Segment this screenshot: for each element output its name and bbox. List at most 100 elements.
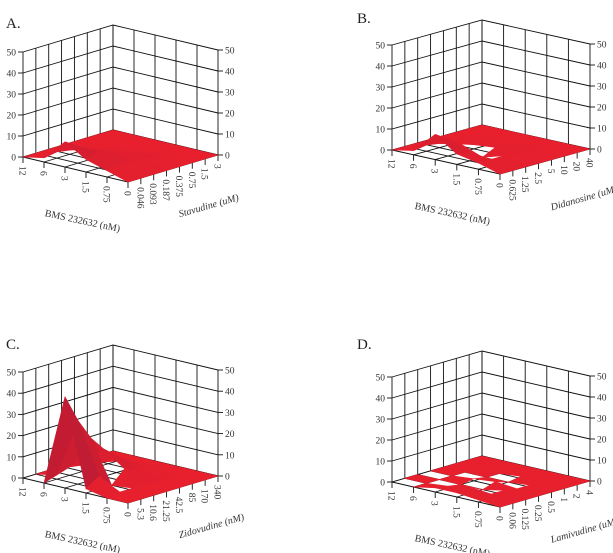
z-tick-label-right: 0 bbox=[225, 152, 230, 162]
z-tick-label-left: 20 bbox=[376, 437, 386, 447]
z-tick-label-left: 0 bbox=[380, 147, 385, 157]
y-tick-label: 0.375 bbox=[173, 176, 183, 198]
y-axis-title: Stavudine (uM) bbox=[178, 192, 241, 220]
x-tick-label: 0 bbox=[122, 512, 132, 517]
z-tick-label-right: 40 bbox=[225, 388, 235, 398]
gridline-floor bbox=[391, 481, 501, 508]
z-tick-label-left: 20 bbox=[7, 432, 17, 442]
z-tick-label-left: 40 bbox=[376, 63, 386, 73]
z-tick-label-left: 20 bbox=[7, 112, 17, 122]
x-tick-label: 0 bbox=[494, 516, 504, 521]
z-tick-label-right: 50 bbox=[225, 47, 235, 57]
surface-cell bbox=[477, 493, 514, 508]
surface-cell bbox=[477, 159, 514, 175]
z-tick-label-left: 10 bbox=[7, 133, 17, 143]
surface bbox=[403, 455, 592, 508]
y-tick-label: 10.6 bbox=[147, 504, 157, 521]
z-tick-label-right: 0 bbox=[597, 478, 602, 488]
x-tick-label: 0 bbox=[494, 183, 504, 188]
z-tick-label-left: 40 bbox=[7, 390, 17, 400]
y-tick-label: 85 bbox=[186, 493, 196, 503]
surface-cell bbox=[438, 475, 475, 485]
gridline-z bbox=[391, 103, 591, 130]
z-tick-label-right: 20 bbox=[597, 436, 607, 446]
gridline-z bbox=[391, 82, 591, 109]
x-tick-label: 0.75 bbox=[472, 178, 482, 195]
z-tick-label-right: 30 bbox=[225, 409, 235, 419]
z-tick-label-right: 50 bbox=[225, 367, 235, 377]
z-tick-label-right: 0 bbox=[225, 473, 230, 483]
x-tick-label: 0.75 bbox=[101, 186, 111, 203]
y-tick-label: 2.5 bbox=[532, 172, 542, 184]
x-tick-label: 6 bbox=[38, 492, 48, 497]
x-axis-title: BMS 232632 (nM) bbox=[44, 529, 121, 553]
z-tick-label-right: 40 bbox=[597, 62, 607, 72]
surface-cell bbox=[106, 491, 142, 504]
x-tick-label: 1.5 bbox=[80, 181, 90, 193]
z-tick-label-left: 30 bbox=[7, 411, 17, 421]
gridline-z bbox=[391, 19, 591, 46]
panel-label: B. bbox=[357, 11, 371, 27]
y-tick-label: 1.5 bbox=[199, 168, 209, 180]
x-tick-label: 12 bbox=[17, 487, 27, 497]
z-tick-label-left: 30 bbox=[376, 84, 386, 94]
y-tick-label: 2 bbox=[571, 494, 581, 499]
panel-label: C. bbox=[6, 337, 20, 353]
y-tick-label: 170 bbox=[199, 489, 209, 504]
surface-cell bbox=[403, 474, 441, 484]
x-tick-label: 6 bbox=[407, 164, 417, 169]
z-tick-label-right: 10 bbox=[225, 451, 235, 461]
y-tick-label: 20 bbox=[571, 162, 581, 172]
z-tick-label-right: 20 bbox=[225, 110, 235, 120]
z-tick-label-right: 10 bbox=[597, 125, 607, 135]
gridline-floor bbox=[391, 149, 501, 175]
y-tick-label: 0.06 bbox=[506, 512, 516, 529]
y-tick-label: 3 bbox=[212, 164, 222, 169]
y-tick-label: 0.25 bbox=[532, 505, 542, 522]
gridline-z bbox=[391, 371, 591, 399]
x-axis-title: BMS 232632 (nM) bbox=[414, 201, 491, 228]
z-tick-label-right: 10 bbox=[225, 131, 235, 141]
gridline-z bbox=[391, 61, 591, 88]
y-tick-label: 5.3 bbox=[134, 508, 144, 520]
gridline-floor bbox=[22, 156, 129, 183]
surface bbox=[22, 129, 220, 183]
gridline-z bbox=[391, 392, 591, 420]
y-tick-label: 0.125 bbox=[519, 509, 529, 531]
z-tick-label-left: 50 bbox=[7, 369, 17, 379]
x-tick-label: 0.75 bbox=[101, 507, 111, 524]
surface bbox=[35, 396, 220, 504]
y-axis-title: Didanosine (uM) bbox=[549, 184, 613, 214]
z-tick-label-left: 40 bbox=[7, 70, 17, 80]
z-tick-label-right: 40 bbox=[225, 68, 235, 78]
z-tick-label-right: 50 bbox=[597, 41, 607, 51]
z-tick-label-right: 10 bbox=[597, 457, 607, 467]
x-tick-label: 12 bbox=[386, 159, 396, 169]
x-axis-title: BMS 232632 (nM) bbox=[414, 533, 491, 553]
y-tick-label: 0.187 bbox=[160, 179, 170, 201]
x-tick-label: 12 bbox=[17, 166, 27, 176]
x-tick-label: 3 bbox=[429, 169, 439, 174]
z-tick-label-left: 0 bbox=[380, 479, 385, 489]
y-axis-title: Lamivudine (uM) bbox=[549, 516, 613, 546]
y-tick-label: 1 bbox=[558, 497, 568, 502]
z-tick-label-left: 40 bbox=[376, 395, 386, 405]
gridline-z bbox=[391, 40, 591, 67]
y-tick-label: 340 bbox=[212, 485, 222, 500]
y-tick-label: 21.25 bbox=[160, 500, 170, 522]
y-tick-label: 42.5 bbox=[173, 497, 183, 514]
z-tick-label-left: 20 bbox=[376, 105, 386, 115]
x-tick-label: 1.5 bbox=[450, 173, 460, 185]
y-tick-label: 10 bbox=[558, 165, 568, 175]
y-tick-label: 4 bbox=[584, 490, 594, 495]
z-tick-label-right: 20 bbox=[597, 104, 607, 114]
surface-cell bbox=[106, 164, 142, 183]
y-tick-label: 0.5 bbox=[545, 501, 555, 513]
z-tick-label-left: 10 bbox=[376, 458, 386, 468]
x-tick-label: 0.75 bbox=[472, 511, 482, 528]
x-tick-label: 0 bbox=[122, 191, 132, 196]
z-tick-label-right: 40 bbox=[597, 394, 607, 404]
